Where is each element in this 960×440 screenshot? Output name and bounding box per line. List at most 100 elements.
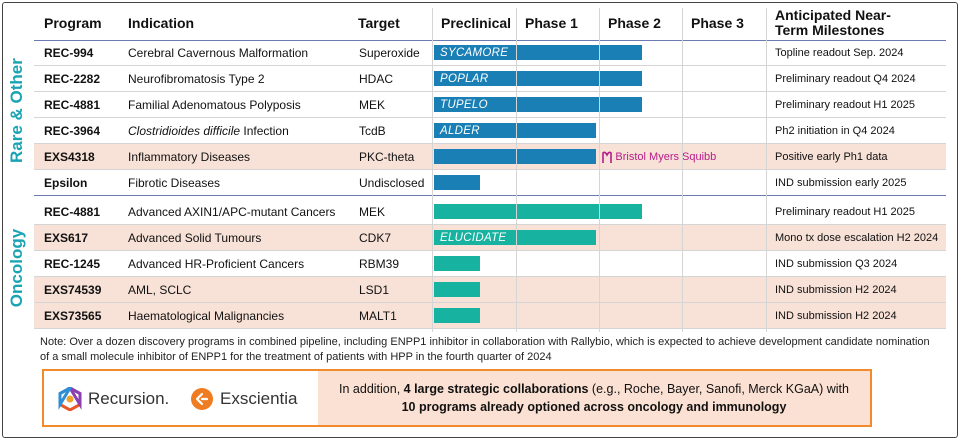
program-name: REC-4881 — [44, 98, 101, 112]
row-divider — [34, 65, 946, 66]
section-label-rare: Rare & Other — [7, 58, 26, 163]
target: CDK7 — [359, 231, 392, 245]
progress-bar — [434, 282, 480, 297]
grid-line — [516, 8, 517, 332]
header-preclinical: Preclinical — [441, 15, 512, 31]
grid-line — [432, 8, 433, 332]
table-row: REC-994 Cerebral Cavernous Malformation Su… — [34, 40, 946, 66]
table-row: REC-4881 Familial Adenomatous Polyposis ME… — [34, 92, 946, 118]
program-name: Epsilon — [44, 176, 88, 190]
progress-bar: ELUCIDATE — [434, 230, 597, 245]
table-row: EXS4318 Inflammatory Diseases PKC-theta Pos… — [34, 144, 946, 170]
table-row: EXS73565 Haematological Malignancies MALT1… — [34, 303, 946, 329]
header-milestones: Anticipated Near- Term Milestones — [775, 6, 891, 40]
table-row: REC-4881 Advanced AXIN1/APC-mutant Cancer… — [34, 199, 946, 225]
indication: Cerebral Cavernous Malformation — [128, 46, 309, 60]
target: Undisclosed — [359, 176, 425, 190]
header-divider — [34, 40, 946, 41]
milestone: IND submission early 2025 — [775, 177, 907, 189]
grid-line — [682, 8, 683, 332]
target: MALT1 — [359, 309, 397, 323]
row-divider — [34, 224, 946, 225]
milestone: Mono tx dose escalation H2 2024 — [775, 232, 939, 244]
table-row: REC-3964 Clostridioides difficile Infecti… — [34, 118, 946, 144]
collab-post: (e.g., Roche, Bayer, Sanofi, Merck KGaA)… — [588, 382, 849, 396]
exscientia-logo: Exscientia — [190, 385, 297, 413]
table-row: Epsilon Fibrotic Diseases Undisclosed IND s… — [34, 170, 946, 196]
progress-bar — [434, 175, 480, 190]
target: MEK — [359, 98, 386, 112]
target: PKC-theta — [359, 150, 415, 164]
indication-italic: Clostridioides difficile — [128, 124, 241, 138]
collaboration-line1: In addition, 4 large strategic collabora… — [339, 380, 849, 398]
header-milestones-line2: Term Milestones — [775, 22, 885, 38]
table-row: REC-2282 Neurofibromatosis Type 2 HDAC Prel… — [34, 66, 946, 92]
grid-line — [599, 8, 600, 332]
indication: Clostridioides difficile Infection — [128, 118, 289, 144]
exscientia-circle-icon — [191, 388, 213, 410]
progress-bar — [434, 256, 480, 271]
program-name: REC-1245 — [44, 257, 101, 271]
row-divider — [34, 169, 946, 170]
indication: Fibrotic Diseases — [128, 176, 221, 190]
row-divider — [34, 250, 946, 251]
indication: Advanced HR-Proficient Cancers — [128, 257, 305, 271]
indication: Haematological Malignancies — [128, 309, 285, 323]
progress-bar — [434, 308, 480, 323]
program-name: EXS4318 — [44, 150, 95, 164]
header-target: Target — [358, 15, 400, 31]
table-row: EXS617 Advanced Solid Tumours CDK7 Mono tx … — [34, 225, 946, 251]
collaboration-text: In addition, 4 large strategic collabora… — [318, 371, 870, 425]
footnote: Note: Over a dozen discovery programs in… — [40, 336, 930, 363]
collab-line2-bold: 10 programs already optioned across onco… — [401, 400, 787, 414]
collab-pre: In addition, — [339, 382, 404, 396]
header-phase1: Phase 1 — [525, 15, 578, 31]
header-program: Program — [44, 15, 102, 31]
program-name: REC-3964 — [44, 124, 101, 138]
program-name: EXS617 — [44, 231, 89, 245]
collab-bold: 4 large strategic collaborations — [403, 382, 589, 396]
header-phase3: Phase 3 — [691, 15, 744, 31]
target: Superoxide — [359, 46, 420, 60]
header-milestones-line1: Anticipated Near- — [775, 7, 891, 23]
target: LSD1 — [359, 283, 390, 297]
indication: Familial Adenomatous Polyposis — [128, 98, 301, 112]
header-phase2: Phase 2 — [608, 15, 661, 31]
program-name: REC-994 — [44, 46, 94, 60]
program-name: REC-4881 — [44, 205, 101, 219]
indication: AML, SCLC — [128, 283, 192, 297]
row-divider — [34, 117, 946, 118]
progress-bar: TUPELO — [434, 97, 643, 112]
section-divider — [34, 195, 946, 196]
recursion-logo-text: Recursion. — [88, 389, 170, 408]
exscientia-logo-text: Exscientia — [220, 389, 298, 408]
collaboration-box: Recursion. Exscientia In addition, 4 lar… — [42, 369, 872, 427]
target: MEK — [359, 205, 386, 219]
row-divider — [34, 328, 946, 329]
row-divider — [34, 91, 946, 92]
partner-name: Bristol Myers Squibb — [615, 151, 717, 163]
milestone: Preliminary readout H1 2025 — [775, 206, 916, 218]
milestone: IND submission Q3 2024 — [775, 258, 898, 270]
progress-bar: ALDER — [434, 123, 597, 138]
partner-logo: Bristol Myers Squibb — [601, 144, 716, 170]
collaboration-line2: 10 programs already optioned across onco… — [402, 398, 787, 416]
indication: Inflammatory Diseases — [128, 150, 251, 164]
row-divider — [34, 302, 946, 303]
row-divider — [34, 143, 946, 144]
target: TcdB — [359, 124, 386, 138]
row-divider — [34, 276, 946, 277]
indication-suffix: Infection — [240, 124, 289, 138]
milestone: IND submission H2 2024 — [775, 310, 897, 322]
section-label-oncology: Oncology — [7, 228, 26, 308]
program-name: EXS74539 — [44, 283, 102, 297]
target: HDAC — [359, 72, 394, 86]
milestone: Topline readout Sep. 2024 — [775, 47, 904, 59]
header-indication: Indication — [128, 15, 195, 31]
milestone: Positive early Ph1 data — [775, 151, 888, 163]
indication: Neurofibromatosis Type 2 — [128, 72, 265, 86]
milestone: Preliminary readout Q4 2024 — [775, 73, 916, 85]
grid-line — [766, 8, 767, 332]
target: RBM39 — [359, 257, 400, 271]
